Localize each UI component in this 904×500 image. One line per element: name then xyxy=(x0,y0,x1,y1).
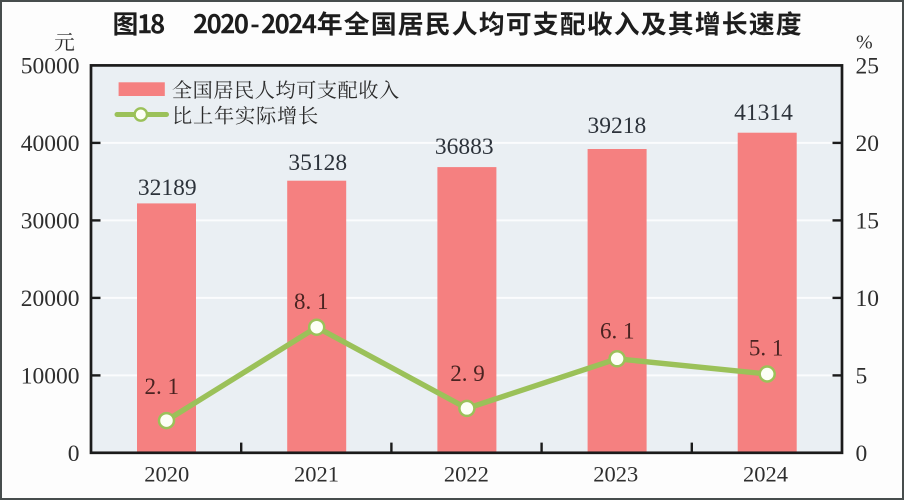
svg-text:5: 5 xyxy=(856,363,868,389)
svg-text:6. 1: 6. 1 xyxy=(600,319,635,344)
svg-text:10: 10 xyxy=(856,286,880,312)
svg-text:8. 1: 8. 1 xyxy=(294,289,329,314)
svg-text:20000: 20000 xyxy=(21,286,80,312)
svg-text:2023: 2023 xyxy=(593,462,638,487)
svg-text:36883: 36883 xyxy=(435,134,494,160)
svg-text:50000: 50000 xyxy=(21,53,80,79)
svg-text:35128: 35128 xyxy=(288,150,347,176)
svg-text:2020: 2020 xyxy=(144,462,189,487)
svg-text:25: 25 xyxy=(856,53,880,79)
svg-text:2. 9: 2. 9 xyxy=(450,361,485,386)
svg-text:5. 1: 5. 1 xyxy=(749,336,784,361)
svg-text:20: 20 xyxy=(856,131,880,157)
svg-text:2022: 2022 xyxy=(444,462,489,487)
svg-text:2024: 2024 xyxy=(743,462,788,487)
svg-text:2021: 2021 xyxy=(294,462,339,487)
svg-text:0: 0 xyxy=(856,441,868,467)
svg-text:30000: 30000 xyxy=(21,208,80,234)
svg-text:2. 1: 2. 1 xyxy=(145,374,180,399)
svg-text:10000: 10000 xyxy=(21,363,80,389)
svg-text:41314: 41314 xyxy=(734,100,793,126)
svg-text:%: % xyxy=(856,32,873,54)
svg-text:32189: 32189 xyxy=(138,175,197,201)
svg-text:40000: 40000 xyxy=(21,131,80,157)
svg-text:15: 15 xyxy=(856,208,880,234)
svg-text:0: 0 xyxy=(68,441,80,467)
svg-text:39218: 39218 xyxy=(588,113,647,139)
